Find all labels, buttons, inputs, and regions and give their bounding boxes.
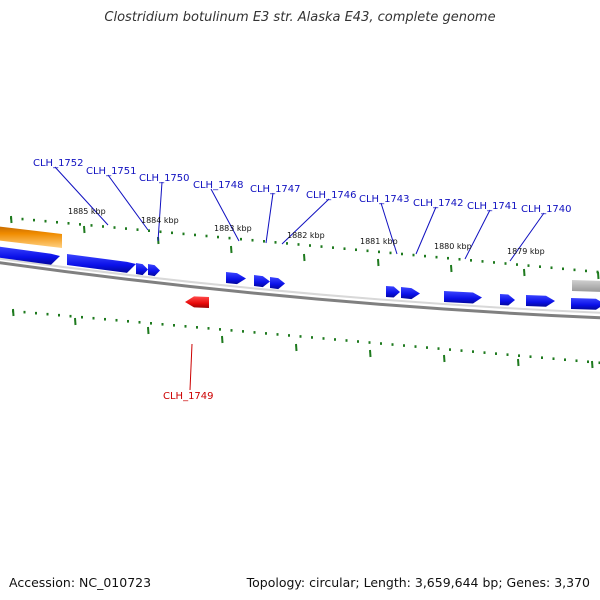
gene-arrow-forward[interactable]	[444, 291, 482, 304]
tick-major	[443, 354, 446, 363]
gene-label[interactable]: CLH_1741	[467, 201, 518, 212]
leader-line	[265, 192, 274, 244]
scale-label: 1882 kbp	[287, 231, 325, 240]
accession-label: Accession: NC_010723	[9, 575, 152, 590]
gray-feature[interactable]	[572, 280, 600, 292]
leader-line	[210, 188, 240, 242]
gene-label[interactable]: CLH_1740	[521, 204, 572, 215]
leader-line	[54, 166, 109, 226]
gene-label[interactable]: CLH_1751	[86, 166, 137, 177]
scale-label: 1879 kbp	[507, 247, 545, 256]
gene-label[interactable]: CLH_1747	[250, 184, 301, 195]
gene-label[interactable]: CLH_1750	[139, 173, 190, 184]
gene-arrow-forward[interactable]	[270, 277, 285, 290]
tick-major	[591, 360, 594, 369]
tick-major	[517, 358, 520, 367]
gene-label[interactable]: CLH_1749	[163, 391, 214, 402]
leader-line	[107, 174, 149, 231]
tick-major	[597, 271, 600, 280]
scale-label: 1881 kbp	[360, 237, 398, 246]
gene-label[interactable]: CLH_1748	[193, 180, 244, 191]
gene-arrow-forward[interactable]	[136, 263, 148, 276]
tick-major	[147, 326, 150, 335]
scale-labels: 1885 kbp 1884 kbp 1883 kbp 1882 kbp 1881 kbp…	[68, 207, 545, 256]
tick-major	[303, 253, 306, 262]
gene-arrow-forward[interactable]	[148, 264, 160, 277]
scale-label: 1884 kbp	[141, 216, 179, 225]
scale-ticks-inner	[12, 308, 600, 369]
gene-arrow-forward[interactable]	[254, 275, 270, 288]
tick-major	[74, 317, 77, 326]
leader-line	[157, 181, 163, 242]
gene-arrow-forward[interactable]	[571, 298, 600, 310]
backbone	[0, 261, 600, 320]
leader-line	[281, 198, 330, 245]
orange-feature[interactable]	[0, 226, 62, 248]
gene-arrow-forward[interactable]	[500, 294, 515, 306]
gene-label[interactable]: CLH_1743	[359, 194, 410, 205]
tick-major	[83, 225, 86, 234]
leader-line	[464, 209, 491, 260]
gene-arrow-forward[interactable]	[0, 246, 60, 265]
gene-arrow-forward[interactable]	[226, 272, 246, 285]
leader-line	[509, 212, 545, 262]
genome-summary: Topology: circular; Length: 3,659,644 bp…	[246, 575, 590, 590]
leader-line	[189, 343, 193, 391]
tick-major	[450, 264, 453, 273]
gene-arrow-forward[interactable]	[526, 295, 555, 307]
gene-label[interactable]: CLH_1752	[33, 158, 84, 169]
leader-line	[380, 202, 398, 255]
tick-major	[12, 308, 15, 317]
gene-arrow-forward[interactable]	[401, 287, 420, 300]
tick-major	[221, 335, 224, 344]
gene-label[interactable]: CLH_1746	[306, 190, 357, 201]
gene-arrow-reverse[interactable]	[185, 296, 209, 308]
tick-major	[523, 268, 526, 277]
tick-major	[377, 258, 380, 267]
gene-label[interactable]: CLH_1742	[413, 198, 464, 209]
tick-major	[295, 343, 298, 352]
gene-arrows	[0, 246, 600, 310]
gene-arrow-forward[interactable]	[386, 286, 400, 298]
scale-label: 1885 kbp	[68, 207, 106, 216]
gene-arrow-forward[interactable]	[67, 254, 136, 273]
leader-line	[415, 206, 437, 255]
scale-label: 1880 kbp	[434, 242, 472, 251]
backbone-outer	[0, 257, 600, 314]
scale-ticks-outer	[10, 215, 600, 280]
tick-major	[10, 215, 13, 224]
label-leader-lines	[54, 166, 545, 391]
tick-major	[369, 349, 372, 358]
scale-label: 1883 kbp	[214, 224, 252, 233]
tick-major	[230, 245, 233, 254]
genome-title: Clostridium botulinum E3 str. Alaska E43…	[104, 10, 496, 25]
